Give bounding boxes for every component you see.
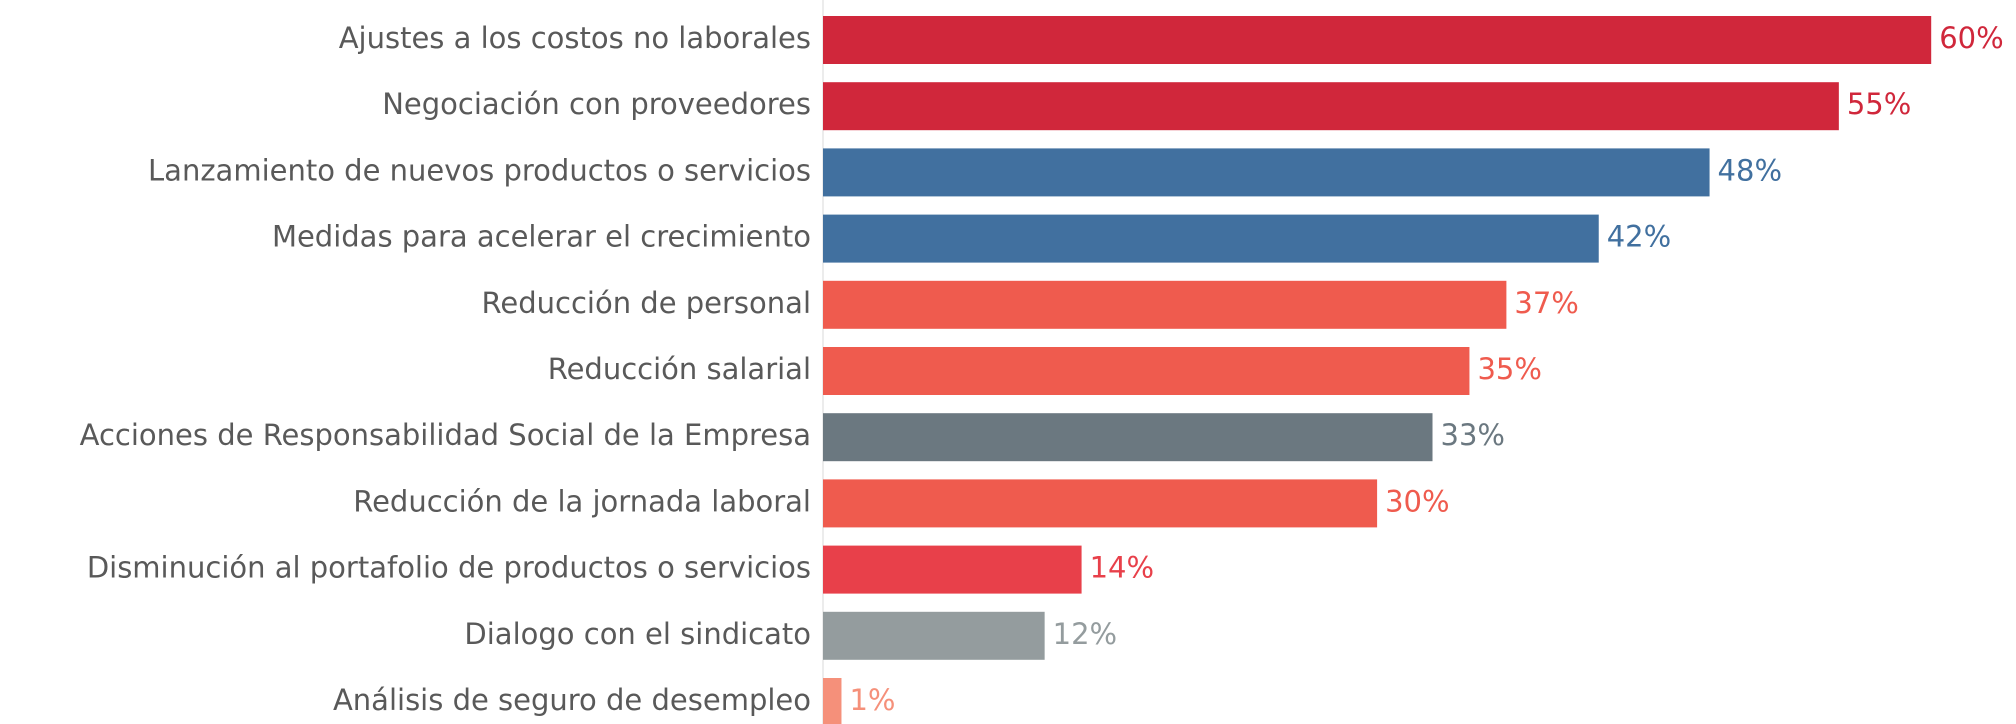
category-label: Medidas para acelerar el crecimiento xyxy=(272,220,811,254)
bar xyxy=(823,16,1932,64)
bar xyxy=(823,545,1082,594)
category-label: Lanzamiento de nuevos productos o servic… xyxy=(148,153,811,187)
category-label: Análisis de seguro de desempleo xyxy=(333,683,811,717)
bar xyxy=(823,280,1507,329)
category-label: Dialogo con el sindicato xyxy=(464,617,811,651)
value-label: 42% xyxy=(1607,220,1671,254)
value-label: 12% xyxy=(1053,617,1117,651)
value-label: 35% xyxy=(1477,352,1541,386)
bar xyxy=(823,611,1045,660)
category-label: Ajustes a los costos no laborales xyxy=(339,21,811,55)
value-label: 30% xyxy=(1385,484,1449,518)
value-label: 60% xyxy=(1939,21,2003,55)
bar xyxy=(823,347,1470,395)
category-label: Acciones de Responsabilidad Social de la… xyxy=(80,418,811,452)
bar xyxy=(823,148,1710,197)
value-label: 33% xyxy=(1441,418,1505,452)
category-label: Reducción salarial xyxy=(548,352,811,386)
bar xyxy=(823,82,1839,131)
value-label: 48% xyxy=(1718,153,1782,187)
bar xyxy=(823,678,842,724)
value-label: 55% xyxy=(1847,87,1911,121)
value-label: 1% xyxy=(849,683,895,717)
value-label: 37% xyxy=(1514,286,1578,320)
category-label: Disminución al portafolio de productos o… xyxy=(87,551,811,585)
bar xyxy=(823,214,1599,263)
category-label: Reducción de la jornada laboral xyxy=(353,484,811,518)
category-label: Negociación con proveedores xyxy=(382,87,811,121)
bar xyxy=(823,413,1433,462)
bar xyxy=(823,479,1378,528)
category-label: Reducción de personal xyxy=(482,286,811,320)
value-label: 14% xyxy=(1090,551,1154,585)
